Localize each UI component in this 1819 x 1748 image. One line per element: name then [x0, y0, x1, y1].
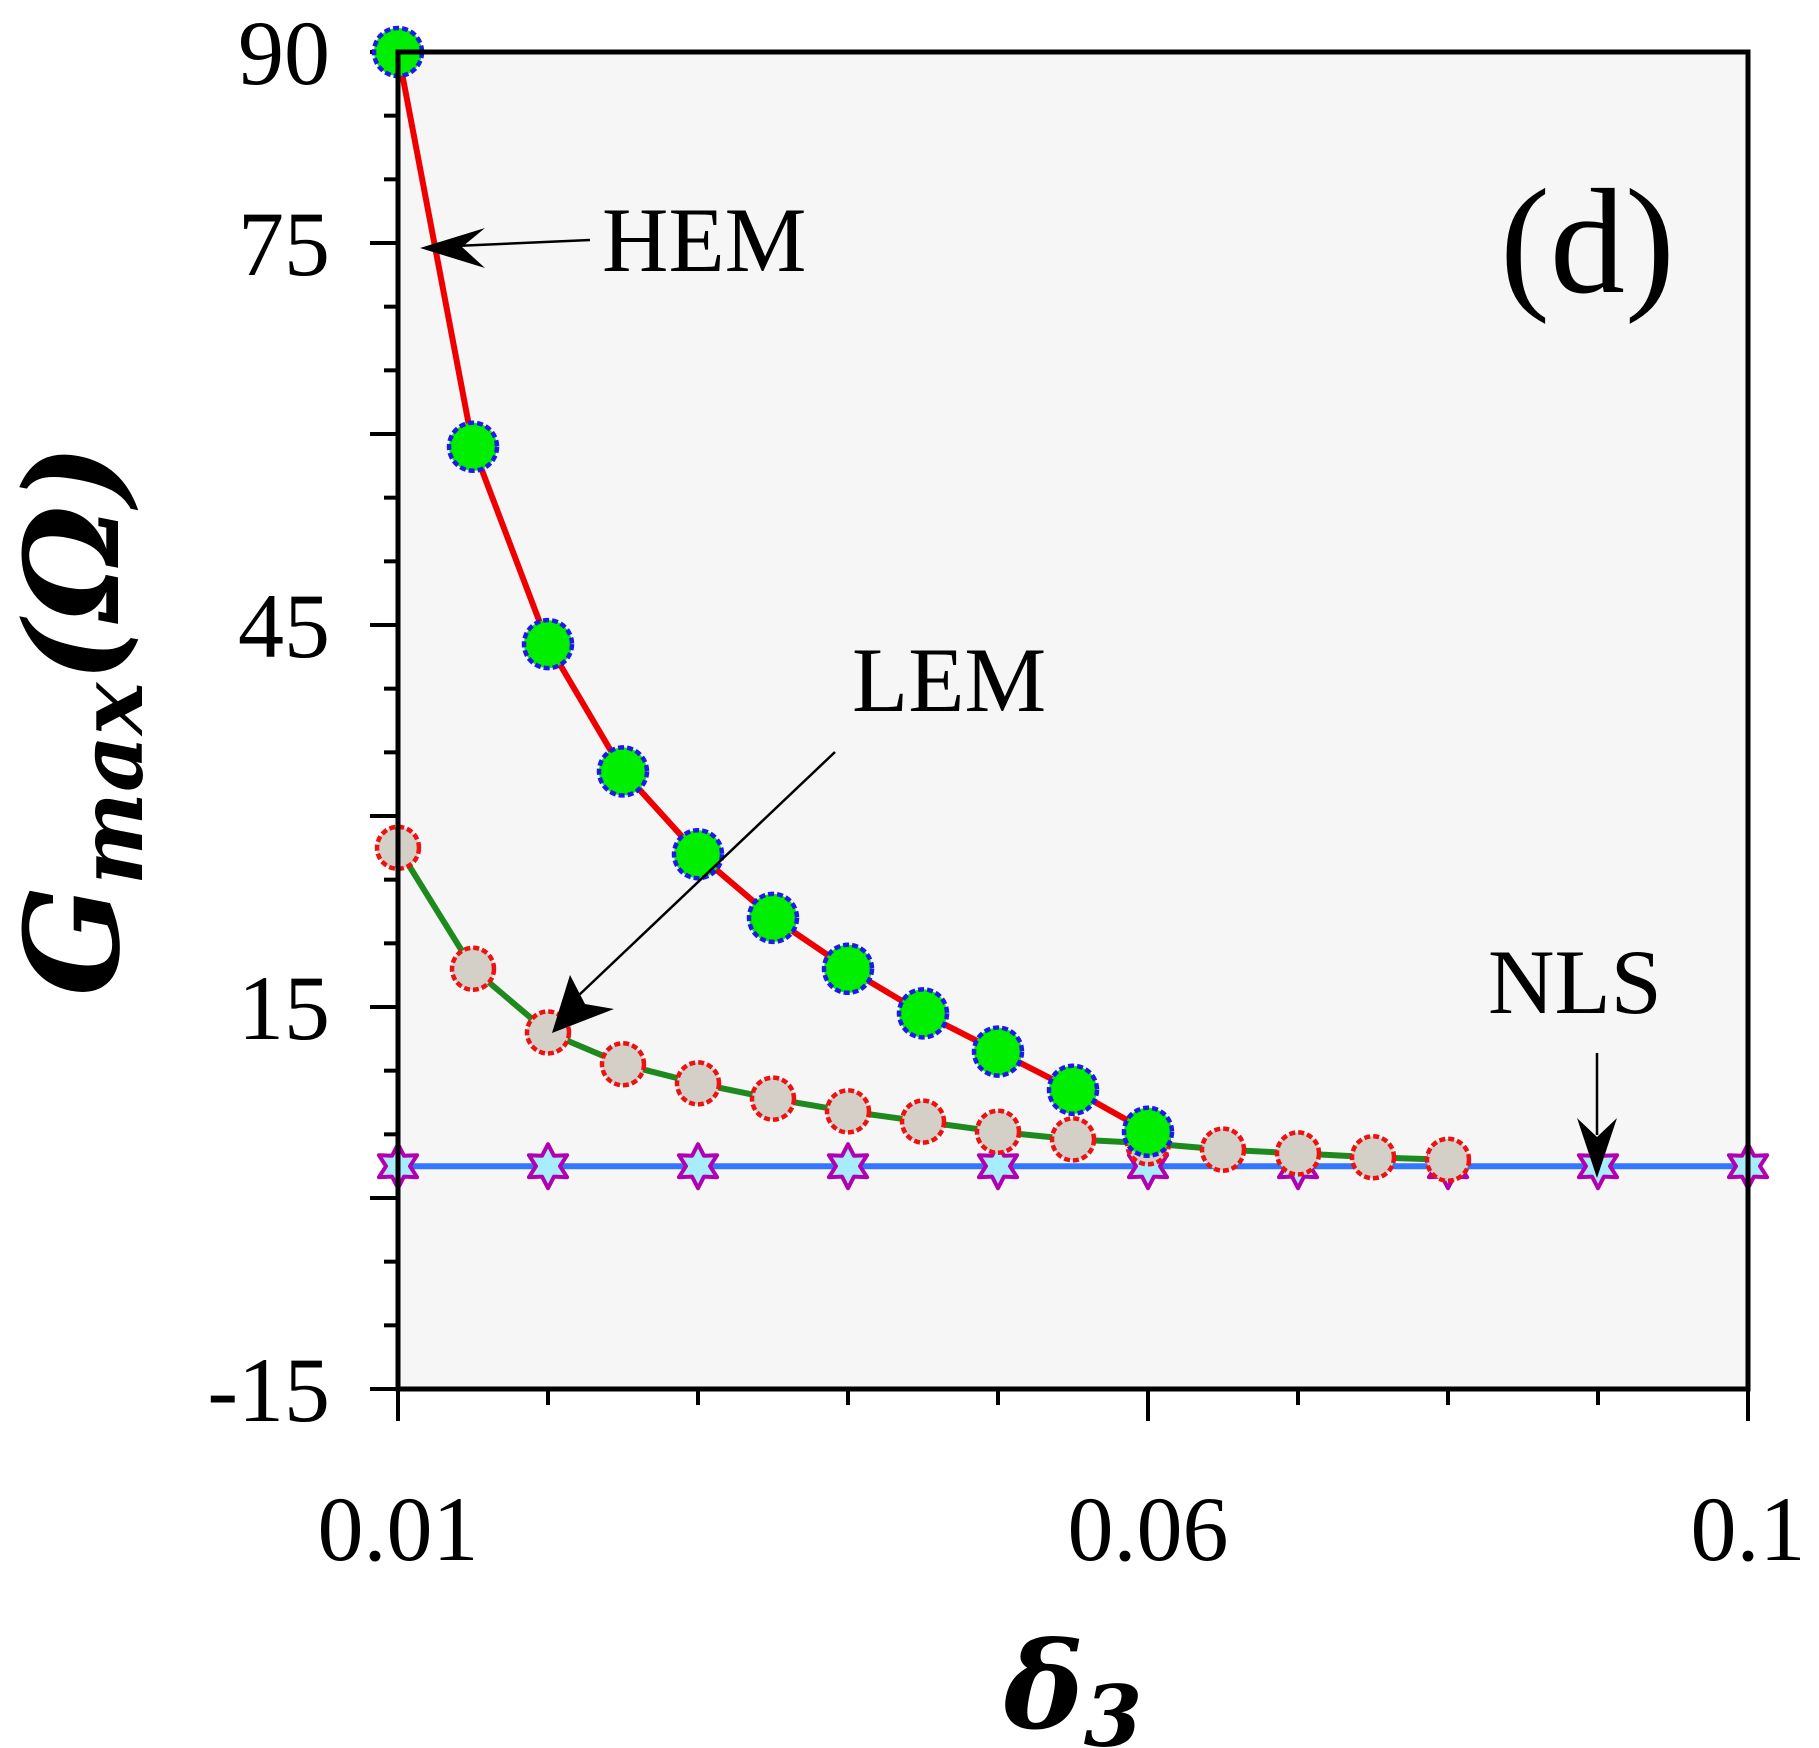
- series-markers: [371, 25, 1770, 1191]
- marker-hem: [821, 942, 875, 996]
- x-axis-title-main: δ: [1003, 1616, 1084, 1748]
- x-tick-label: 0.01: [318, 1478, 479, 1580]
- annotation-nls-arrow-head: [1577, 1118, 1617, 1178]
- y-tick-label: -15: [207, 1339, 330, 1441]
- marker-hem: [521, 617, 575, 671]
- marker-lem: [1199, 1126, 1247, 1173]
- panel-label: (d): [1500, 159, 1675, 325]
- y-tick-label: 90: [238, 2, 330, 104]
- x-axis-title-sub: 3: [1084, 1667, 1142, 1748]
- marker-lem: [749, 1075, 797, 1122]
- y-tick-labels: 90 75 45 15 -15: [207, 2, 330, 1441]
- annotations: HEM LEM NLS: [420, 189, 1662, 1178]
- y-axis-title-sub: max: [59, 681, 163, 885]
- y-axis-title-main: G: [0, 885, 149, 996]
- x-tick-label: 0.06: [1068, 1478, 1229, 1580]
- marker-nls: [826, 1142, 870, 1191]
- marker-hem: [446, 420, 500, 473]
- y-axis-title: Gmax(Ω): [0, 444, 163, 996]
- marker-lem: [599, 1041, 647, 1088]
- y-tick-label: 45: [238, 575, 330, 677]
- y-tick-label: 75: [238, 193, 330, 295]
- annotation-hem-arrow-line: [454, 238, 591, 248]
- svg-text:Gmax(Ω): Gmax(Ω): [0, 444, 163, 996]
- marker-nls: [526, 1142, 570, 1191]
- y-axis-title-arg: (Ω): [0, 444, 149, 683]
- marker-hem: [596, 745, 650, 798]
- plot-frame: [395, 49, 1751, 1392]
- x-tick-label: 0.1: [1691, 1478, 1806, 1580]
- marker-hem: [671, 827, 725, 881]
- marker-hem: [1046, 1063, 1100, 1117]
- marker-lem: [899, 1098, 947, 1145]
- major-ticks: [370, 50, 1750, 1421]
- annotation-lem-arrow-head: [552, 975, 614, 1033]
- x-tick-labels: 0.01 0.06 0.1: [318, 1478, 1806, 1580]
- annotation-lem-arrow-line: [577, 751, 836, 997]
- marker-lem: [1349, 1134, 1397, 1181]
- annotation-hem-arrow-head: [420, 228, 485, 268]
- marker-lem: [674, 1060, 722, 1107]
- marker-hem: [1121, 1105, 1175, 1159]
- annotation-nls-label: NLS: [1488, 931, 1662, 1033]
- marker-lem: [824, 1088, 872, 1135]
- marker-lem: [974, 1108, 1022, 1156]
- marker-nls: [676, 1142, 720, 1191]
- x-axis-title: δ3: [1003, 1616, 1143, 1748]
- marker-lem: [1424, 1136, 1472, 1184]
- marker-nls: [976, 1142, 1020, 1191]
- marker-hem: [746, 891, 800, 945]
- annotation-hem-label: HEM: [602, 189, 806, 291]
- marker-lem: [1049, 1116, 1097, 1163]
- y-tick-label: 15: [238, 957, 330, 1059]
- marker-lem: [449, 945, 497, 993]
- marker-hem: [896, 987, 950, 1040]
- marker-lem: [1274, 1130, 1322, 1177]
- annotation-lem-label: LEM: [852, 629, 1046, 731]
- marker-hem: [971, 1025, 1025, 1078]
